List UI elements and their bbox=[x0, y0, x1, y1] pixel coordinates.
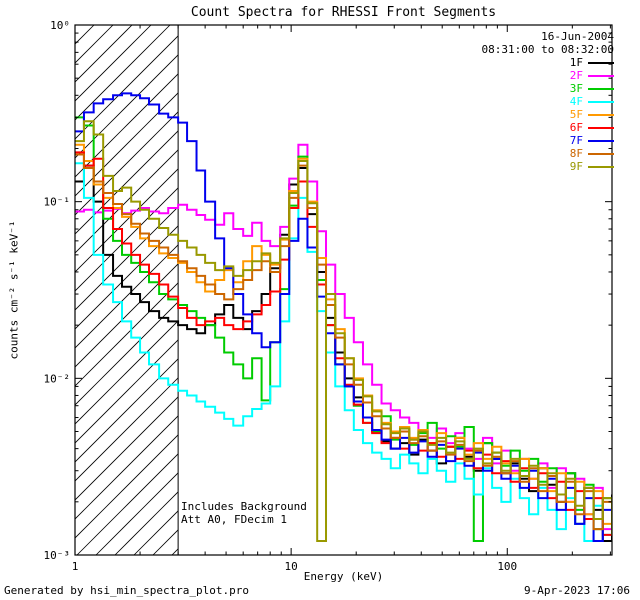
legend-date: 16-Jun-2004 bbox=[541, 30, 614, 43]
x-axis-label: Energy (keV) bbox=[303, 570, 384, 583]
legend-item-label: 5F bbox=[569, 108, 583, 121]
svg-text:10⁻²: 10⁻² bbox=[44, 372, 71, 385]
legend-item-label: 6F bbox=[569, 121, 583, 134]
legend-item: 7F bbox=[482, 134, 614, 147]
svg-text:10⁰: 10⁰ bbox=[50, 19, 70, 32]
svg-text:1: 1 bbox=[72, 560, 79, 573]
legend-item-swatch bbox=[588, 87, 614, 90]
legend-item: 8F bbox=[482, 147, 614, 160]
legend-item-label: 1F bbox=[569, 56, 583, 69]
chart-title: Count Spectra for RHESSI Front Segments bbox=[190, 5, 497, 20]
legend-items: 1F 2F 3F 4F 5F 6F 7F 8F 9F bbox=[482, 56, 614, 173]
legend-item-swatch bbox=[588, 165, 614, 168]
svg-text:10⁻¹: 10⁻¹ bbox=[44, 196, 71, 209]
svg-text:100: 100 bbox=[497, 560, 517, 573]
legend-item-swatch bbox=[588, 61, 614, 64]
legend-item: 6F bbox=[482, 121, 614, 134]
legend-item-swatch bbox=[588, 152, 614, 155]
note-attenuator: Att A0, FDecim 1 bbox=[181, 513, 287, 526]
legend-item-swatch bbox=[588, 139, 614, 142]
legend-item-swatch bbox=[588, 126, 614, 129]
legend-time-range: 08:31:00 to 08:32:00 bbox=[481, 43, 614, 56]
plot-notes: Includes Background Att A0, FDecim 1 bbox=[181, 500, 307, 526]
legend-item-label: 8F bbox=[569, 147, 583, 160]
legend: 16-Jun-2004 08:31:00 to 08:32:00 1F 2F 3F 4… bbox=[482, 30, 614, 173]
legend-item-swatch bbox=[588, 74, 614, 77]
legend-item-swatch bbox=[588, 100, 614, 103]
svg-text:10: 10 bbox=[285, 560, 298, 573]
legend-item-swatch bbox=[588, 113, 614, 116]
legend-item: 3F bbox=[482, 82, 614, 95]
svg-text:10⁻³: 10⁻³ bbox=[44, 549, 71, 562]
legend-item: 5F bbox=[482, 108, 614, 121]
footer-generator: Generated by hsi_min_spectra_plot.pro bbox=[4, 584, 250, 597]
y-axis-label: counts cm⁻² s⁻¹ keV⁻¹ bbox=[7, 220, 21, 360]
legend-item-label: 2F bbox=[569, 69, 583, 82]
legend-item: 1F bbox=[482, 56, 614, 69]
footer-datetime: 9-Apr-2023 17:06 bbox=[524, 584, 630, 597]
legend-item-label: 4F bbox=[569, 95, 583, 108]
legend-item: 4F bbox=[482, 95, 614, 108]
legend-item-label: 7F bbox=[569, 134, 583, 147]
legend-item: 9F bbox=[482, 160, 614, 173]
legend-item: 2F bbox=[482, 69, 614, 82]
note-background: Includes Background bbox=[181, 500, 307, 513]
legend-item-label: 9F bbox=[569, 160, 583, 173]
legend-item-label: 3F bbox=[569, 82, 583, 95]
